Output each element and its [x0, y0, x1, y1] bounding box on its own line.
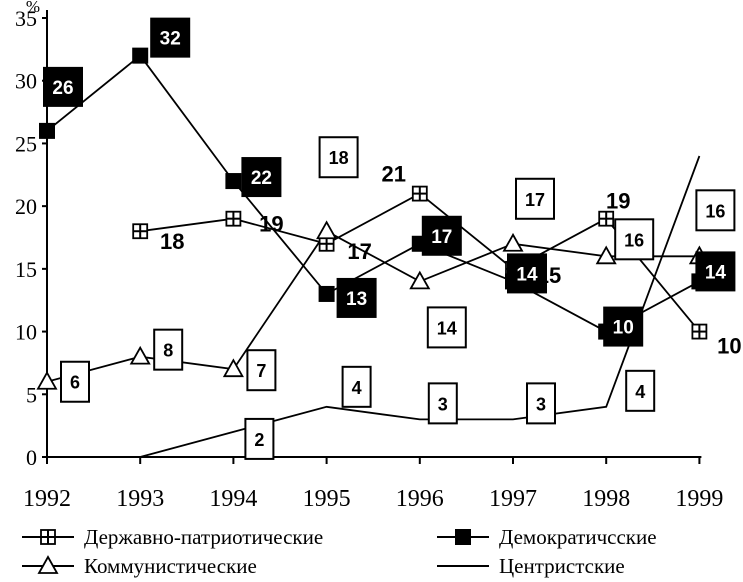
data-label: 10 — [613, 318, 634, 339]
data-label: 21 — [382, 162, 406, 187]
data-label-box — [426, 306, 467, 349]
data-label-box — [507, 253, 547, 294]
legend-label: Коммунистические — [84, 554, 257, 578]
data-label: 3 — [438, 394, 448, 414]
series-3-point — [409, 270, 431, 290]
x-tick-label: 1996 — [396, 486, 444, 512]
x-tick-label: 1994 — [209, 486, 257, 512]
data-label: 16 — [624, 230, 644, 250]
data-label-box — [625, 369, 656, 412]
data-label: 16 — [705, 201, 725, 221]
legend-marker — [37, 555, 59, 574]
series-2-point — [225, 173, 242, 190]
data-label-box — [695, 189, 736, 232]
data-label: 10 — [717, 334, 741, 359]
legend: Державно-патриотические Демократичсские Ко… — [22, 525, 657, 578]
y-tick-label: 5 — [26, 382, 37, 407]
series-3-point — [129, 345, 151, 365]
data-label-box — [241, 157, 282, 198]
data-label-box — [60, 360, 90, 403]
y-axis-unit-label: % — [26, 0, 40, 16]
data-label: 8 — [163, 341, 173, 361]
series-3-point — [502, 232, 524, 252]
series-3-point — [36, 370, 58, 390]
x-tick-label: 1998 — [582, 486, 630, 512]
x-tick-label: 1993 — [116, 486, 164, 512]
x-tick-label: 1999 — [675, 486, 723, 512]
legend-label: Демократичсские — [499, 525, 657, 549]
data-label-box — [244, 417, 275, 460]
data-label: 26 — [52, 78, 73, 99]
data-label-box — [427, 382, 458, 425]
y-tick-label: 20 — [15, 194, 37, 219]
data-label: 22 — [251, 168, 272, 189]
data-label: 4 — [635, 382, 645, 402]
data-label: 32 — [160, 29, 181, 50]
data-label-box — [43, 66, 83, 107]
legend-marker — [455, 529, 471, 545]
series-3-point — [222, 358, 244, 378]
data-label: 4 — [352, 378, 362, 398]
data-label-box — [515, 177, 555, 220]
data-label: 2 — [254, 430, 264, 450]
data-label-box — [526, 382, 556, 425]
data-label: 14 — [437, 318, 457, 338]
data-label: 7 — [256, 361, 266, 381]
series-2-point — [132, 47, 149, 64]
series-3-point — [316, 220, 338, 240]
data-label: 19 — [606, 189, 630, 214]
series-3-point — [595, 245, 617, 265]
series-line-4 — [139, 155, 701, 458]
data-label: 17 — [525, 190, 545, 210]
data-label: 18 — [329, 148, 349, 168]
series-2-point — [318, 285, 335, 302]
data-label-box — [336, 277, 377, 318]
data-label: 14 — [516, 264, 538, 285]
data-label-box — [318, 136, 359, 179]
series-line-2 — [46, 54, 700, 333]
data-label-box — [603, 306, 644, 347]
y-tick-label: 10 — [15, 320, 37, 345]
data-label: 13 — [346, 289, 367, 310]
data-label: 3 — [536, 394, 546, 414]
y-tick-label: 15 — [15, 257, 37, 282]
data-label: 17 — [347, 239, 371, 264]
y-tick-label: 30 — [15, 69, 37, 94]
data-label-box — [695, 251, 736, 292]
series-2-point — [39, 122, 55, 139]
data-label-box — [614, 218, 655, 261]
data-label: 19 — [259, 212, 283, 237]
data-label: 17 — [431, 227, 452, 248]
x-tick-label: 1997 — [489, 486, 537, 512]
x-tick-label: 1992 — [23, 486, 71, 512]
y-tick-label: 25 — [15, 131, 37, 156]
legend-label: Державно-патриотические — [84, 525, 323, 549]
data-label-box — [246, 349, 277, 392]
data-label: 14 — [705, 262, 727, 283]
data-label-box — [153, 328, 184, 371]
y-tick-label: 0 — [26, 445, 37, 470]
x-tick-label: 1995 — [303, 486, 351, 512]
axes: 0 5 10 15 20 25 30 35 1992 1993 1994 1995 1996 1997 19… — [15, 0, 723, 512]
y-tick-label: 35 — [15, 6, 37, 31]
data-label: 6 — [70, 373, 80, 393]
data-label-box — [421, 215, 462, 256]
data-label: 18 — [160, 229, 184, 254]
legend-label: Центристские — [499, 554, 625, 578]
data-label-box — [341, 365, 372, 408]
data-label-box — [150, 17, 191, 58]
data-labels: 1819172115191026322213171410146871814171… — [43, 17, 742, 460]
